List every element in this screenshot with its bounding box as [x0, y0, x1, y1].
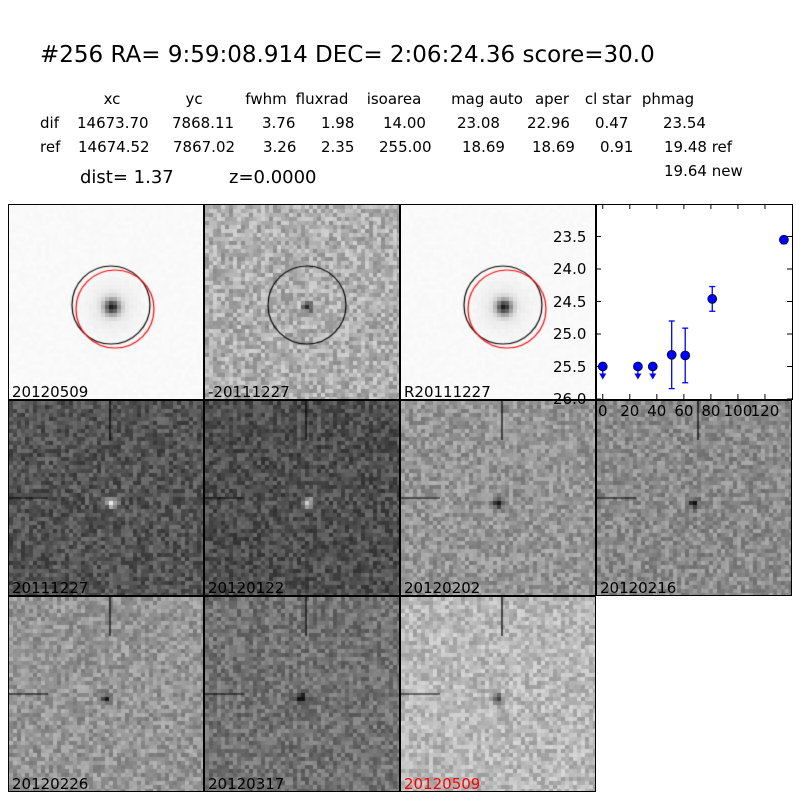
cutout-date-label: 20120122 [208, 579, 285, 596]
cutout-image [401, 597, 595, 791]
cutout-image [597, 401, 791, 595]
cutout-date-label: 20120226 [12, 775, 89, 792]
table-cell: 14674.52 [78, 138, 150, 156]
plot-frame [596, 204, 793, 400]
table-cell: 14.00 [383, 114, 426, 132]
cutout-date-label: R20111227 [404, 383, 491, 400]
table-cell: 0.91 [600, 138, 634, 156]
table-cell: 23.54 [663, 114, 706, 132]
y-tick-label: 25.5 [553, 357, 587, 376]
table-cell: 23.08 [457, 114, 500, 132]
table-cell: 2.35 [321, 138, 355, 156]
cutout-image-panel: 20120122 [204, 400, 400, 596]
column-header: phmag [641, 90, 695, 108]
table-cell: 3.26 [263, 138, 297, 156]
cutout-image-panel: 20120509 [8, 204, 204, 400]
cutout-image [205, 401, 399, 595]
cutout-image-panel: 20120226 [8, 596, 204, 792]
table-cell: 3.76 [262, 114, 296, 132]
data-point [680, 350, 691, 361]
table-cell: 18.69 [532, 138, 575, 156]
data-point [666, 349, 677, 360]
cutout-image [205, 205, 399, 399]
table-cell: 19.48 ref [664, 138, 733, 156]
cutout-date-label: 20120509 [404, 775, 481, 792]
y-tick-label: 24.0 [553, 260, 587, 278]
table-cell: 14673.70 [77, 114, 149, 132]
table-cell: 18.69 [462, 138, 505, 156]
table-cell: 7868.11 [172, 114, 235, 132]
column-header: yc [185, 90, 203, 108]
cutout-image-panel: 20120317 [204, 596, 400, 792]
cutout-date-label: 20120216 [600, 579, 677, 596]
cutout-date-label: 20111227 [12, 579, 89, 596]
column-header: fwhm [245, 90, 287, 108]
data-point [779, 234, 789, 245]
x-tick-label: 20 [620, 402, 640, 420]
new-phmag: 19.64 new [664, 162, 743, 180]
cutout-image-panel: 20120216 [596, 400, 792, 596]
cutout-date-label: 20120202 [404, 579, 481, 596]
column-header: aper [534, 90, 570, 108]
table-cell: 255.00 [379, 138, 432, 156]
candidate-title: #256 RA= 9:59:08.914 DEC= 2:06:24.36 sco… [40, 42, 655, 68]
upper-limit-arrow [649, 373, 657, 380]
data-point [597, 361, 608, 372]
dist-value: dist= 1.37 [80, 167, 174, 188]
cutout-image-panel: 20111227 [8, 400, 204, 596]
x-tick-label: 0 [597, 402, 608, 420]
cutout-image-panel: 20120509 [400, 596, 596, 792]
cutout-image-panel: R20111227 [400, 204, 596, 400]
lightcurve-plot [596, 204, 793, 400]
cutout-image [9, 401, 203, 595]
y-tick-label: 26.0 [553, 390, 587, 408]
cutout-date-label: 20120509 [12, 383, 89, 400]
cutout-image [9, 597, 203, 791]
data-point [633, 361, 643, 372]
column-header: xc [103, 90, 121, 108]
row-label: dif [40, 114, 59, 132]
column-header: isoarea [366, 90, 422, 108]
cutout-date-label: -20111227 [208, 383, 290, 400]
column-header: fluxrad [295, 90, 349, 108]
column-header: mag auto [451, 90, 523, 108]
data-point [707, 294, 718, 304]
cutout-image [205, 597, 399, 791]
column-header: cl star [584, 90, 632, 108]
x-tick-label: 120 [750, 402, 780, 420]
row-label: ref [40, 138, 61, 156]
table-cell: 0.47 [595, 114, 629, 132]
x-tick-label: 100 [723, 402, 753, 420]
table-cell: 7867.02 [173, 138, 236, 156]
upper-limit-arrow [634, 373, 642, 380]
cutout-image [401, 401, 595, 595]
y-tick-label: 25.0 [553, 325, 587, 343]
z-value: z=0.0000 [229, 167, 317, 188]
cutout-image [401, 205, 595, 399]
x-tick-label: 40 [647, 402, 667, 420]
upper-limit-arrow [599, 373, 607, 380]
cutout-image-panel: -20111227 [204, 204, 400, 400]
cutout-date-label: 20120317 [208, 775, 285, 792]
x-tick-label: 60 [674, 402, 694, 420]
cutout-image-panel: 20120202 [400, 400, 596, 596]
data-point [647, 361, 658, 372]
y-tick-label: 23.5 [553, 227, 587, 246]
cutout-image [9, 205, 203, 399]
table-cell: 22.96 [527, 114, 570, 132]
x-tick-label: 80 [701, 402, 721, 420]
y-tick-label: 24.5 [553, 292, 587, 311]
table-cell: 1.98 [321, 114, 355, 132]
